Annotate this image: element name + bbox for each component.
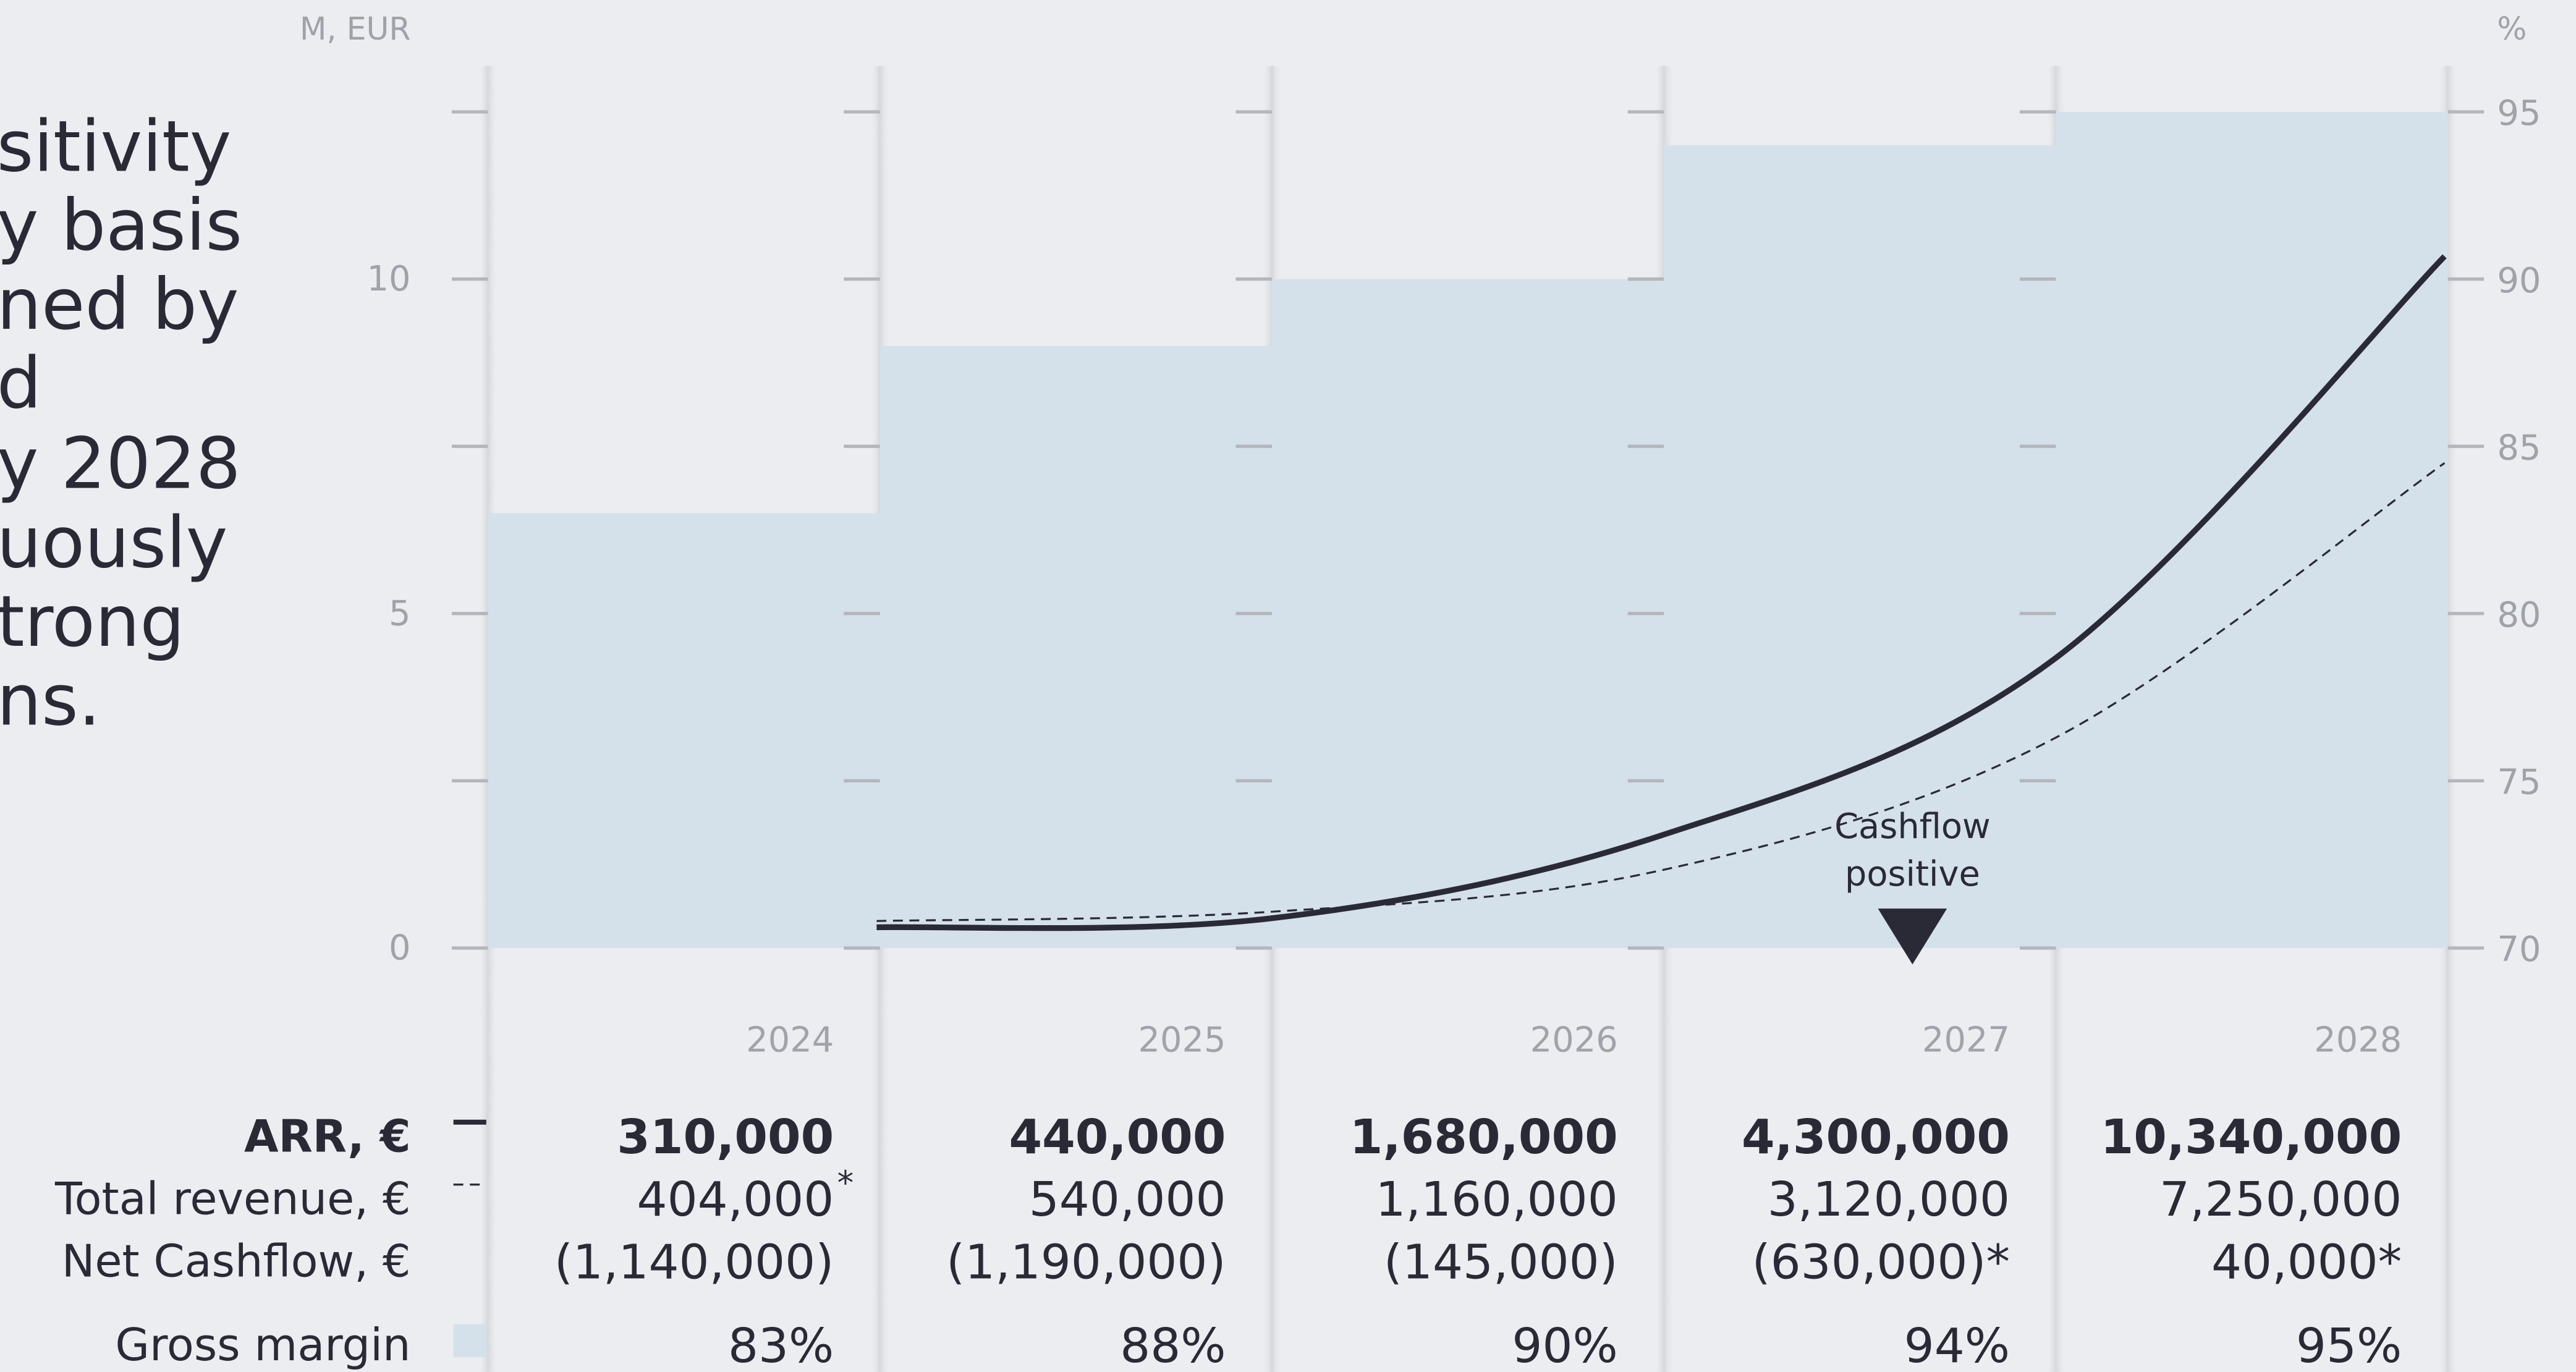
- row-label: Total revenue, €: [54, 1173, 411, 1225]
- value-label: 40,000*: [2211, 1234, 2402, 1290]
- x-tick-label: 2026: [1530, 1020, 1618, 1060]
- intro-text: sitivity y basis ned by d y 2028 uously …: [0, 106, 242, 742]
- value-label: 404,000: [637, 1172, 834, 1227]
- value-label: 83%: [728, 1318, 834, 1372]
- value-label: (145,000): [1384, 1234, 1618, 1290]
- intro-line: y 2028: [0, 423, 241, 505]
- annotation-marker: [1878, 908, 1947, 965]
- y2-tick-label: 70: [2497, 929, 2541, 970]
- legend-swatch: [453, 1324, 486, 1357]
- row-label: Gross margin: [115, 1319, 410, 1371]
- intro-line: sitivity: [0, 106, 231, 188]
- y-axis-label: M, EUR: [300, 11, 411, 47]
- y2-tick-label: 75: [2497, 763, 2541, 803]
- intro-line: ns.: [0, 659, 101, 741]
- intro-line: d: [0, 342, 41, 424]
- ticks: [451, 110, 2485, 950]
- value-label: 88%: [1120, 1318, 1226, 1372]
- row-label: Net Cashflow, €: [62, 1235, 411, 1287]
- x-tick-label: 2025: [1138, 1020, 1226, 1060]
- y2-tick-label: 80: [2497, 595, 2541, 635]
- y2-tick-label: 95: [2497, 93, 2541, 133]
- y2-axis-label: %: [2497, 11, 2527, 47]
- y-tick-label: 5: [389, 593, 411, 633]
- bar: [879, 345, 1272, 948]
- intro-line: y basis: [0, 184, 242, 266]
- row-label: ARR, €: [244, 1111, 411, 1162]
- value-label: 10,340,000: [2101, 1109, 2402, 1165]
- x-tick-label: 2027: [1922, 1020, 2010, 1060]
- y-tick-label: 10: [367, 259, 411, 299]
- intro-line: uously: [0, 501, 227, 583]
- value-label: 3,120,000: [1768, 1172, 2010, 1227]
- annotation: positive: [1845, 854, 1980, 894]
- value-label: 95%: [2296, 1318, 2402, 1372]
- value-label: 440,000: [1009, 1109, 1226, 1165]
- x-tick-label: 2024: [746, 1020, 834, 1060]
- value-label: 310,000: [617, 1109, 834, 1165]
- value-label: 94%: [1904, 1318, 2010, 1372]
- y-tick-label: 0: [389, 928, 411, 968]
- line: [876, 462, 2446, 922]
- value-label: (1,190,000): [946, 1234, 1226, 1290]
- y2-tick-label: 90: [2497, 261, 2541, 301]
- intro-line: trong: [0, 580, 185, 663]
- value-label: (630,000)*: [1752, 1234, 2010, 1290]
- value-label: 1,160,000: [1375, 1172, 1617, 1227]
- bar: [488, 513, 880, 948]
- bar: [1271, 279, 1664, 948]
- y2-tick-label: 85: [2497, 428, 2541, 468]
- value-label: 4,300,000: [1742, 1109, 2010, 1165]
- value-label: 540,000: [1029, 1172, 1226, 1227]
- value-label: 1,680,000: [1350, 1109, 1618, 1165]
- lines: [876, 254, 2447, 931]
- value-label: 7,250,000: [2159, 1172, 2402, 1227]
- line: [876, 254, 2447, 931]
- value-label: (1,140,000): [554, 1234, 834, 1290]
- value-label: 90%: [1512, 1318, 1617, 1372]
- labels: 0 5 10 70 75 80 85 90 95 2024 2025 2026 2027 2028 ARR,…: [54, 93, 2541, 1372]
- intro-line: ned by: [0, 263, 239, 345]
- bar: [2056, 111, 2448, 948]
- annotation: Cashflow: [1834, 807, 1991, 847]
- footnote-mark: *: [837, 1164, 854, 1203]
- bars: [488, 111, 2448, 948]
- x-tick-label: 2028: [2314, 1020, 2402, 1060]
